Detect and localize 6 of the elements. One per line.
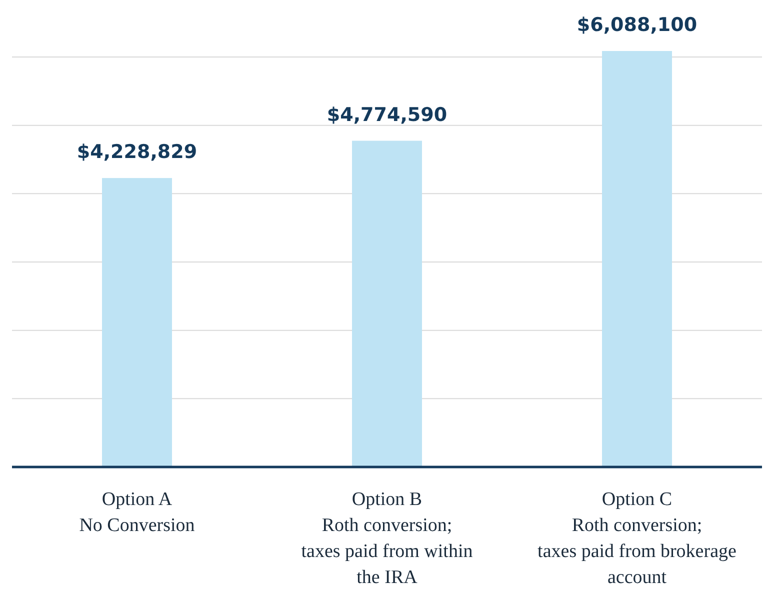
x-tick-label: Option B Roth conversion; taxes paid from within the IRA	[301, 489, 474, 588]
x-tick-label: Option A No Conversion	[79, 489, 196, 536]
data-label: $4,228,829	[76, 141, 198, 164]
data-label: $6,088,100	[576, 14, 698, 36]
data-label: $4,774,590	[326, 104, 448, 126]
x-tick-label: Option C Roth conversion; taxes paid from brokerage account	[538, 489, 736, 588]
